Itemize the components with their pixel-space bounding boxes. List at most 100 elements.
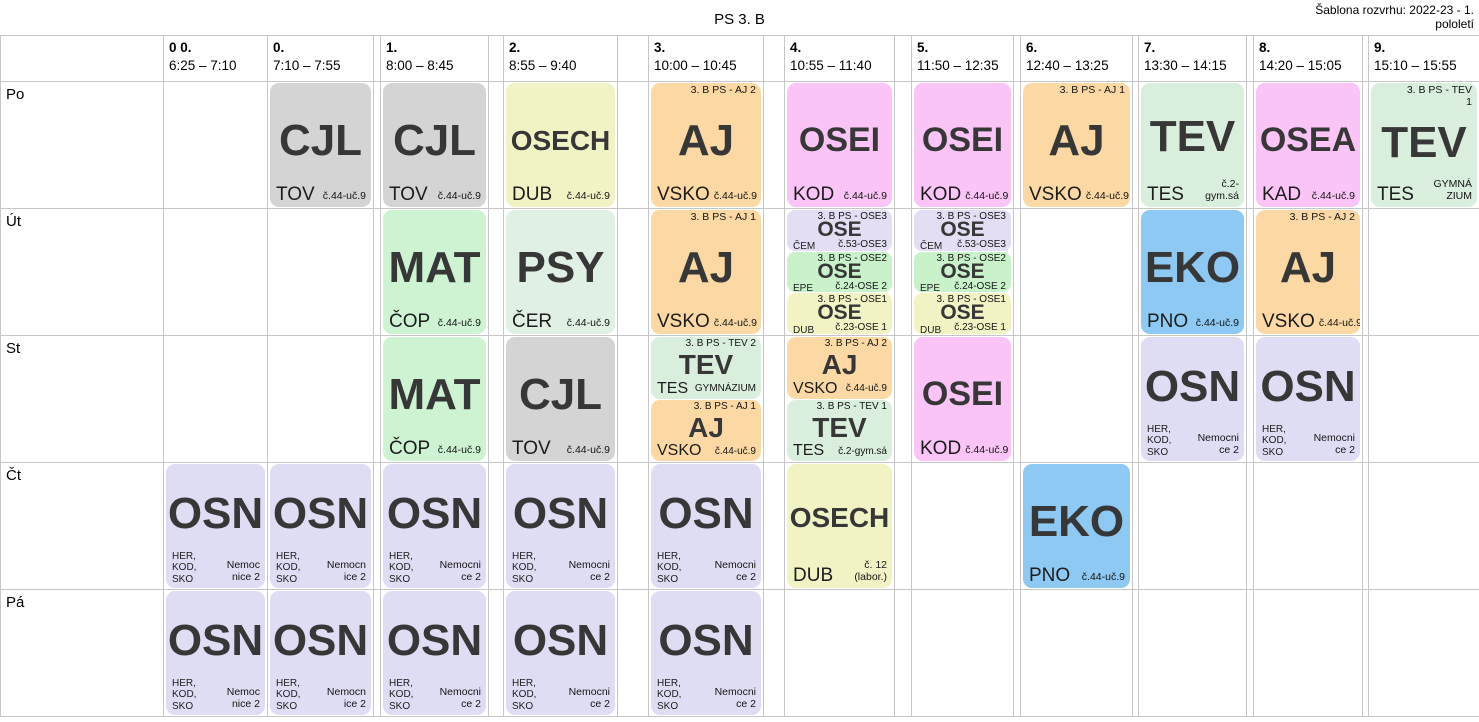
break-spacer-cell xyxy=(764,463,785,590)
lesson-card-osn[interactable]: OSN HER, KOD, SKO Nemocnice 2 xyxy=(383,464,486,588)
lesson-card-mat[interactable]: MAT ČOP č.44-uč.9 xyxy=(383,337,486,461)
slot-day0-period6: OSEI KOD č.44-uč.9 xyxy=(912,82,1014,209)
lesson-card-osn[interactable]: OSN HER, KOD, SKO Nemocnice 2 xyxy=(651,591,761,715)
lesson-card-osn[interactable]: OSN HER, KOD, SKO Nemocnice 2 xyxy=(270,591,371,715)
break-spacer-cell xyxy=(764,36,785,82)
lesson-footer: PNO č.44-uč.9 xyxy=(1023,566,1130,588)
slot-day3-period4: OSN HER, KOD, SKO Nemocnice 2 xyxy=(649,463,764,590)
lesson-room: č.44-uč.9 xyxy=(437,316,481,329)
lesson-card-osn[interactable]: OSN HER, KOD, SKO Nemocnice 2 xyxy=(506,591,615,715)
period-header-00: 0 0. 6:25 – 7:10 xyxy=(164,36,268,82)
slot-day3-period2: OSN HER, KOD, SKO Nemocnice 2 xyxy=(381,463,489,590)
lesson-card-aj[interactable]: 3. B PS - AJ 1 AJ VSKO č.44-uč.9 xyxy=(1023,83,1130,207)
lesson-card-aj[interactable]: 3. B PS - AJ 2 AJ VSKO č.44-uč.9 xyxy=(651,83,761,207)
lesson-card-tev[interactable]: 3. B PS - TEV 1 TEV TES GYMNÁZIUM xyxy=(1371,83,1477,207)
lesson-subject: EKO xyxy=(1144,242,1241,292)
lesson-group-label xyxy=(270,591,371,604)
slot-day2-period1 xyxy=(268,336,374,463)
lesson-room: č.44-uč.9 xyxy=(1085,189,1130,202)
lesson-card-osn[interactable]: OSN HER, KOD, SKO Nemocnice 2 xyxy=(383,591,486,715)
lesson-card-cjl[interactable]: CJL TOV č.44-uč.9 xyxy=(383,83,486,207)
lesson-footer: TES GYMNÁZIUM xyxy=(651,380,761,399)
lesson-group-label xyxy=(166,464,265,477)
lesson-card-aj[interactable]: 3. B PS - AJ 2 AJ VSKO č.44-uč.9 xyxy=(1256,210,1360,334)
lesson-card-osn[interactable]: OSN HER, KOD, SKO Nemocnice 2 xyxy=(506,464,615,588)
lesson-card-osn[interactable]: OSN HER, KOD, SKO Nemocnice 2 xyxy=(1256,337,1360,461)
lesson-stack: OSN HER, KOD, SKO Nemocnice 2 xyxy=(166,464,265,588)
break-spacer-cell xyxy=(489,336,504,463)
lesson-card-osn[interactable]: OSN HER, KOD, SKO Nemocnice 2 xyxy=(166,464,265,588)
lesson-room: č.2-gym.sá xyxy=(838,445,887,457)
period-header-3: 3. 10:00 – 10:45 xyxy=(649,36,764,82)
lesson-group-label xyxy=(506,337,615,350)
lesson-card-eko[interactable]: EKO PNO č.44-uč.9 xyxy=(1023,464,1130,588)
lesson-room: č.2-gym.sá xyxy=(1205,177,1239,202)
slot-day0-period10: 3. B PS - TEV 1 TEV TES GYMNÁZIUM xyxy=(1369,82,1479,209)
slot-day2-period4: 3. B PS - TEV 2 TEV TES GYMNÁZIUM 3. B PS - … xyxy=(649,336,764,463)
lesson-card-ose[interactable]: 3. B PS - OSE3 OSE ČEM č.53-OSE3 xyxy=(787,210,892,251)
lesson-stack: 3. B PS - OSE3 OSE ČEM č.53-OSE3 3. B PS - O… xyxy=(914,210,1011,335)
period-header-1: 1. 8:00 – 8:45 xyxy=(381,36,489,82)
lesson-stack: OSN HER, KOD, SKO Nemocnice 2 xyxy=(506,464,615,588)
lesson-card-psy[interactable]: PSY ČER č.44-uč.9 xyxy=(506,210,615,334)
slot-day4-period2: OSN HER, KOD, SKO Nemocnice 2 xyxy=(381,590,489,717)
lesson-room: č.44-uč.9 xyxy=(965,443,1009,456)
lesson-card-osech[interactable]: OSECH DUB č.44-uč.9 xyxy=(506,83,615,207)
lesson-card-osei[interactable]: OSEI KOD č.44-uč.9 xyxy=(914,83,1011,207)
slot-day4-period7 xyxy=(1021,590,1133,717)
lesson-card-tev[interactable]: TEV TES č.2-gym.sá xyxy=(1141,83,1244,207)
lesson-room: Nemocnice 2 xyxy=(439,685,481,710)
period-header-2: 2. 8:55 – 9:40 xyxy=(504,36,618,82)
lesson-teacher: ČEM xyxy=(920,241,943,251)
lesson-teacher: HER, KOD, SKO xyxy=(512,677,537,712)
lesson-footer: TES č.2-gym.sá xyxy=(787,443,892,461)
slot-day0-period4: 3. B PS - AJ 2 AJ VSKO č.44-uč.9 xyxy=(649,82,764,209)
lesson-card-aj[interactable]: 3. B PS - AJ 1 AJ VSKO č.44-uč.9 xyxy=(651,210,761,334)
lesson-card-ose[interactable]: 3. B PS - OSE1 OSE DUB č.23-OSE 1 xyxy=(787,293,892,335)
lesson-card-ose[interactable]: 3. B PS - OSE1 OSE DUB č.23-OSE 1 xyxy=(914,293,1011,335)
lesson-footer: KOD č.44-uč.9 xyxy=(914,439,1011,461)
lesson-card-mat[interactable]: MAT ČOP č.44-uč.9 xyxy=(383,210,486,334)
lesson-card-aj[interactable]: 3. B PS - AJ 1 AJ VSKO č.44-uč.9 xyxy=(651,399,761,461)
lesson-subject: OSN xyxy=(1260,361,1356,411)
lesson-card-ose[interactable]: 3. B PS - OSE2 OSE EPE č.24-OSE 2 xyxy=(787,251,892,293)
slot-day3-period10 xyxy=(1369,463,1479,590)
lesson-card-osei[interactable]: OSEI KOD č.44-uč.9 xyxy=(914,337,1011,461)
lesson-group-label xyxy=(383,591,486,604)
slot-day4-period4: OSN HER, KOD, SKO Nemocnice 2 xyxy=(649,590,764,717)
lesson-card-osn[interactable]: OSN HER, KOD, SKO Nemocnice 2 xyxy=(270,464,371,588)
lesson-card-tev[interactable]: 3. B PS - TEV 2 TEV TES GYMNÁZIUM xyxy=(651,337,761,399)
lesson-card-osea[interactable]: OSEA KAD č.44-uč.9 xyxy=(1256,83,1360,207)
lesson-card-tev[interactable]: 3. B PS - TEV 1 TEV TES č.2-gym.sá xyxy=(787,399,892,461)
lesson-room: č.44-uč.9 xyxy=(566,316,610,329)
lesson-card-ose[interactable]: 3. B PS - OSE3 OSE ČEM č.53-OSE3 xyxy=(914,210,1011,251)
break-spacer-cell xyxy=(895,209,912,336)
lesson-card-cjl[interactable]: CJL TOV č.44-uč.9 xyxy=(506,337,615,461)
lesson-card-cjl[interactable]: CJL TOV č.44-uč.9 xyxy=(270,83,371,207)
slot-day1-period1 xyxy=(268,209,374,336)
lesson-group-label: 3. B PS - AJ 1 xyxy=(690,211,756,223)
lesson-card-eko[interactable]: EKO PNO č.44-uč.9 xyxy=(1141,210,1244,334)
day-label-cell: Po xyxy=(1,82,164,209)
lesson-room: č.24-OSE 2 xyxy=(835,280,887,292)
lesson-card-osei[interactable]: OSEI KOD č.44-uč.9 xyxy=(787,83,892,207)
lesson-footer: ČOP č.44-uč.9 xyxy=(383,312,486,334)
break-spacer-cell xyxy=(764,590,785,717)
period-header-4: 4. 10:55 – 11:40 xyxy=(785,36,895,82)
break-spacer-cell xyxy=(374,82,381,209)
lesson-card-osn[interactable]: OSN HER, KOD, SKO Nemocnice 2 xyxy=(651,464,761,588)
lesson-group-label: 3. B PS - AJ 1 xyxy=(1059,84,1125,96)
break-spacer-cell xyxy=(618,209,649,336)
lesson-teacher: HER, KOD, SKO xyxy=(276,677,301,712)
lesson-card-osn[interactable]: OSN HER, KOD, SKO Nemocnice 2 xyxy=(1141,337,1244,461)
lesson-room: č.44-uč.9 xyxy=(437,443,481,456)
lesson-room: č.44-uč.9 xyxy=(713,316,758,329)
lesson-room: č.23-OSE 1 xyxy=(835,322,887,334)
lesson-card-osech[interactable]: OSECH DUB č. 12 (labor.) xyxy=(787,464,892,588)
lesson-card-osn[interactable]: OSN HER, KOD, SKO Nemocnice 2 xyxy=(166,591,265,715)
lesson-group-label: 3. B PS - TEV 1 xyxy=(1406,84,1472,108)
lesson-room: č.44-uč.9 xyxy=(1081,570,1125,583)
lesson-card-aj[interactable]: 3. B PS - AJ 2 AJ VSKO č.44-uč.9 xyxy=(787,337,892,399)
lesson-card-ose[interactable]: 3. B PS - OSE2 OSE EPE č.24-OSE 2 xyxy=(914,251,1011,293)
lesson-group-label: 3. B PS - TEV 1 xyxy=(816,400,887,412)
